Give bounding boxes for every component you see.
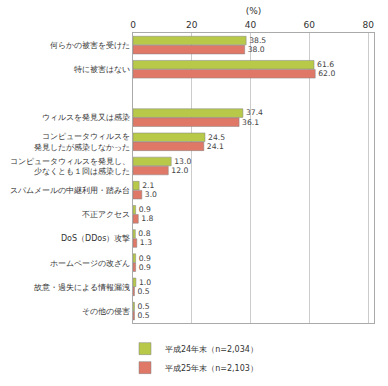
svg-text:スパムメールの中継利用・踏み台: スパムメールの中継利用・踏み台 (10, 186, 130, 195)
svg-text:0.9: 0.9 (139, 254, 151, 263)
svg-text:38.0: 38.0 (248, 45, 265, 54)
svg-text:61.6: 61.6 (317, 60, 334, 69)
svg-text:60: 60 (304, 20, 316, 30)
svg-text:不正アクセス: 不正アクセス (82, 210, 130, 219)
svg-text:0.5: 0.5 (137, 302, 149, 311)
svg-text:0: 0 (130, 20, 136, 30)
svg-text:12.0: 12.0 (171, 166, 188, 175)
svg-text:24.1: 24.1 (207, 142, 224, 151)
svg-text:1.0: 1.0 (139, 278, 151, 287)
svg-text:1.8: 1.8 (141, 214, 153, 223)
svg-text:38.5: 38.5 (249, 36, 266, 45)
svg-text:0.5: 0.5 (137, 287, 149, 296)
svg-text:0.9: 0.9 (139, 263, 151, 272)
svg-text:2.1: 2.1 (142, 181, 154, 190)
svg-text:1.3: 1.3 (140, 238, 152, 247)
svg-text:ウィルスを発見又は感染: ウィルスを発見又は感染 (42, 113, 130, 122)
svg-text:コンピュータウィルスを発見したが感染しなかった: コンピュータウィルスを発見したが感染しなかった (34, 132, 130, 151)
svg-text:0.8: 0.8 (138, 229, 150, 238)
svg-text:37.4: 37.4 (246, 108, 263, 117)
svg-text:80: 80 (362, 20, 374, 30)
svg-text:その他の侵害: その他の侵害 (82, 307, 130, 316)
svg-text:ホームページの改ざん: ホームページの改ざん (50, 258, 130, 267)
svg-text:故意・過失による情報漏洩: 故意・過失による情報漏洩 (34, 283, 130, 292)
svg-text:平成25年末（n=2,103）: 平成25年末（n=2,103） (165, 364, 258, 373)
svg-text:特に被害はない: 特に被害はない (74, 65, 130, 74)
svg-text:13.0: 13.0 (174, 157, 191, 166)
svg-text:24.5: 24.5 (208, 133, 225, 142)
svg-text:コンピュータウィルスを発見し、少なくとも１回は感染した: コンピュータウィルスを発見し、少なくとも１回は感染した (10, 157, 130, 176)
svg-text:(%): (%) (246, 6, 262, 16)
svg-text:0.9: 0.9 (139, 205, 151, 214)
svg-text:40: 40 (245, 20, 257, 30)
svg-text:DoS（DDos）攻撃: DoS（DDos）攻撃 (61, 234, 131, 243)
svg-text:平成24年末（n=2,034）: 平成24年末（n=2,034） (165, 345, 258, 354)
svg-text:0.5: 0.5 (137, 311, 149, 320)
svg-text:36.1: 36.1 (242, 118, 259, 127)
svg-text:3.0: 3.0 (145, 190, 157, 199)
svg-text:62.0: 62.0 (318, 69, 335, 78)
svg-text:20: 20 (186, 20, 198, 30)
svg-text:何らかの被害を受けた: 何らかの被害を受けた (50, 41, 130, 50)
